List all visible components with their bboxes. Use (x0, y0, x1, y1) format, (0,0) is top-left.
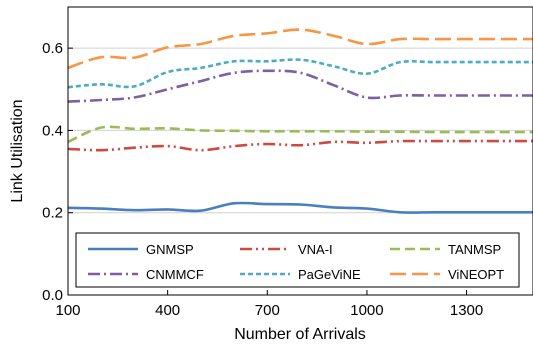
y-tick-label-1: 0.2 (42, 205, 63, 222)
legend-label-1: VNA-I (298, 242, 333, 257)
x-tick-label-0: 100 (55, 302, 80, 319)
legend-label-5: ViNEOPT (448, 267, 504, 282)
y-tick-label-3: 0.6 (42, 40, 63, 57)
x-tick-label-1: 400 (155, 302, 180, 319)
y-tick-label-0: 0.0 (42, 287, 63, 304)
x-tick-label-4: 1300 (450, 302, 483, 319)
gridlines (68, 47, 533, 214)
series-line-cnmmcf (67, 69, 533, 103)
y-axis-label: Link Utilisation (9, 99, 26, 202)
series-lines (67, 28, 533, 214)
legend: GNMSP VNA-I TANMSP CNMMCF PaGeViNE ViNEOPT (75, 232, 520, 288)
legend-label-2: TANMSP (448, 242, 501, 257)
legend-label-3: CNMMCF (146, 267, 204, 282)
series-line-pagevine (67, 58, 533, 89)
series-line-gnmsp (67, 201, 533, 214)
series-line-vineopt (67, 28, 533, 70)
x-axis-label: Number of Arrivals (234, 326, 366, 343)
legend-label-4: PaGeViNE (298, 267, 361, 282)
plot-frame (67, 6, 533, 296)
x-tick-label-3: 1000 (350, 302, 383, 319)
legend-label-0: GNMSP (146, 242, 194, 257)
series-line-tanmsp (67, 125, 533, 144)
x-tick-label-2: 700 (255, 302, 280, 319)
y-tick-label-2: 0.4 (42, 122, 63, 139)
y-ticks: 0.0 0.2 0.4 0.6 (42, 40, 73, 304)
x-ticks: 100 400 700 1000 1300 (55, 290, 483, 319)
legend-box (75, 232, 520, 288)
series-line-vna-i (67, 139, 533, 152)
